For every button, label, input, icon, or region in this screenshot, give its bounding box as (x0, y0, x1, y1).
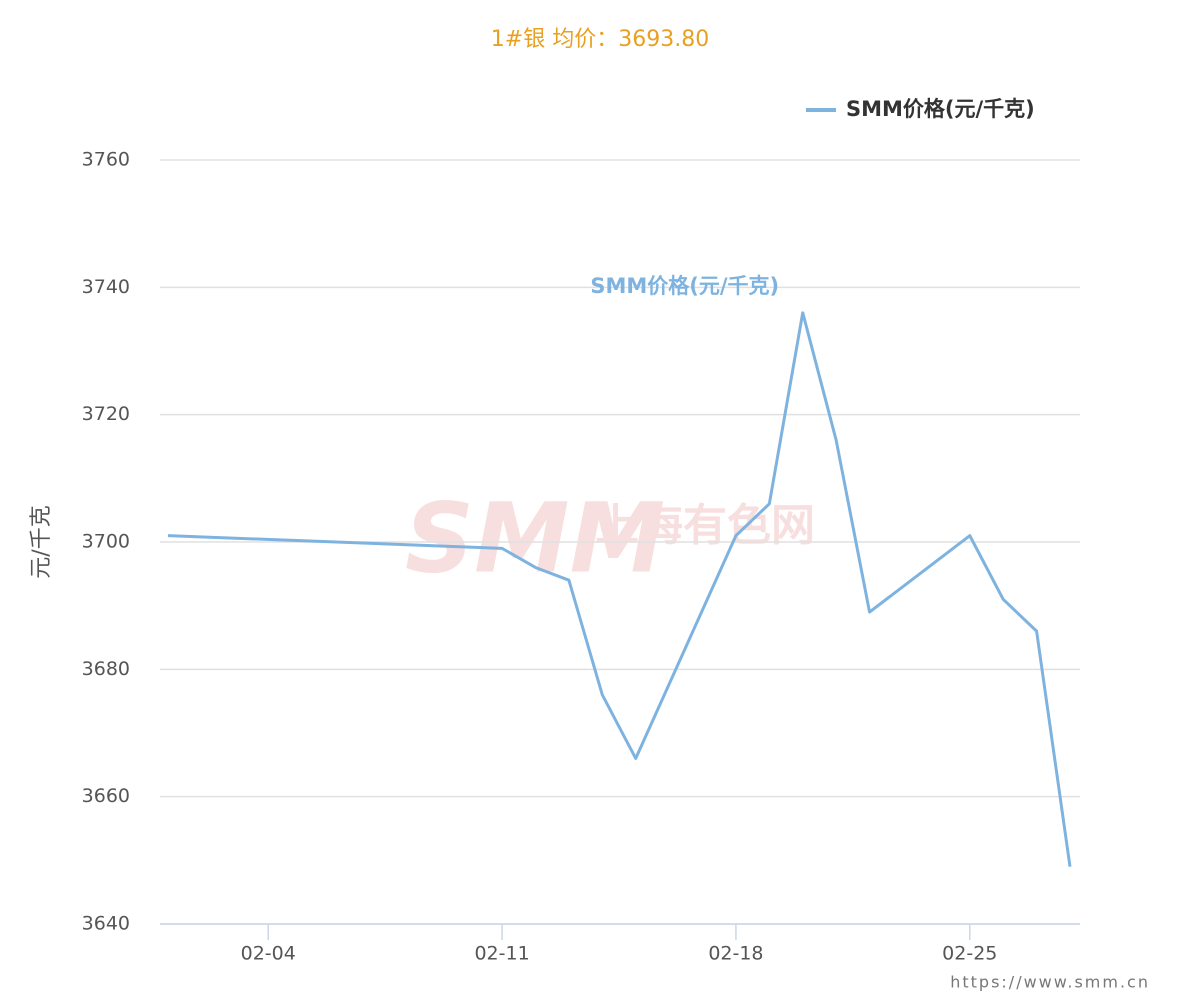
y-tick-label: 3760 (82, 149, 130, 171)
legend: SMM价格(元/千克) (806, 97, 1035, 121)
legend-label: SMM价格(元/千克) (846, 97, 1035, 121)
y-tick-label: 3680 (82, 658, 130, 680)
y-tick-label: 3640 (82, 913, 130, 935)
x-tick-label: 02-25 (942, 943, 997, 965)
watermark-name: 上海有色网 (595, 500, 815, 551)
y-tick-label: 3660 (82, 785, 130, 807)
watermark-logo: SMM (405, 482, 665, 594)
x-tick-label: 02-04 (241, 943, 296, 965)
y-axis-label: 元/千克 (29, 505, 54, 578)
series-label: SMM价格(元/千克) (590, 274, 779, 298)
x-tick-label: 02-18 (708, 943, 763, 965)
series-line (167, 311, 1072, 867)
y-tick-label: 3720 (82, 403, 130, 425)
footer: https://www.smm.cn (950, 973, 1150, 992)
chart-title: 1#银 均价：3693.80 (491, 27, 709, 52)
y-tick-label: 3740 (82, 276, 130, 298)
watermark: SMM 上海有色网 (405, 482, 815, 594)
y-tick-label: 3700 (82, 531, 130, 553)
x-tick-label: 02-11 (474, 943, 529, 965)
